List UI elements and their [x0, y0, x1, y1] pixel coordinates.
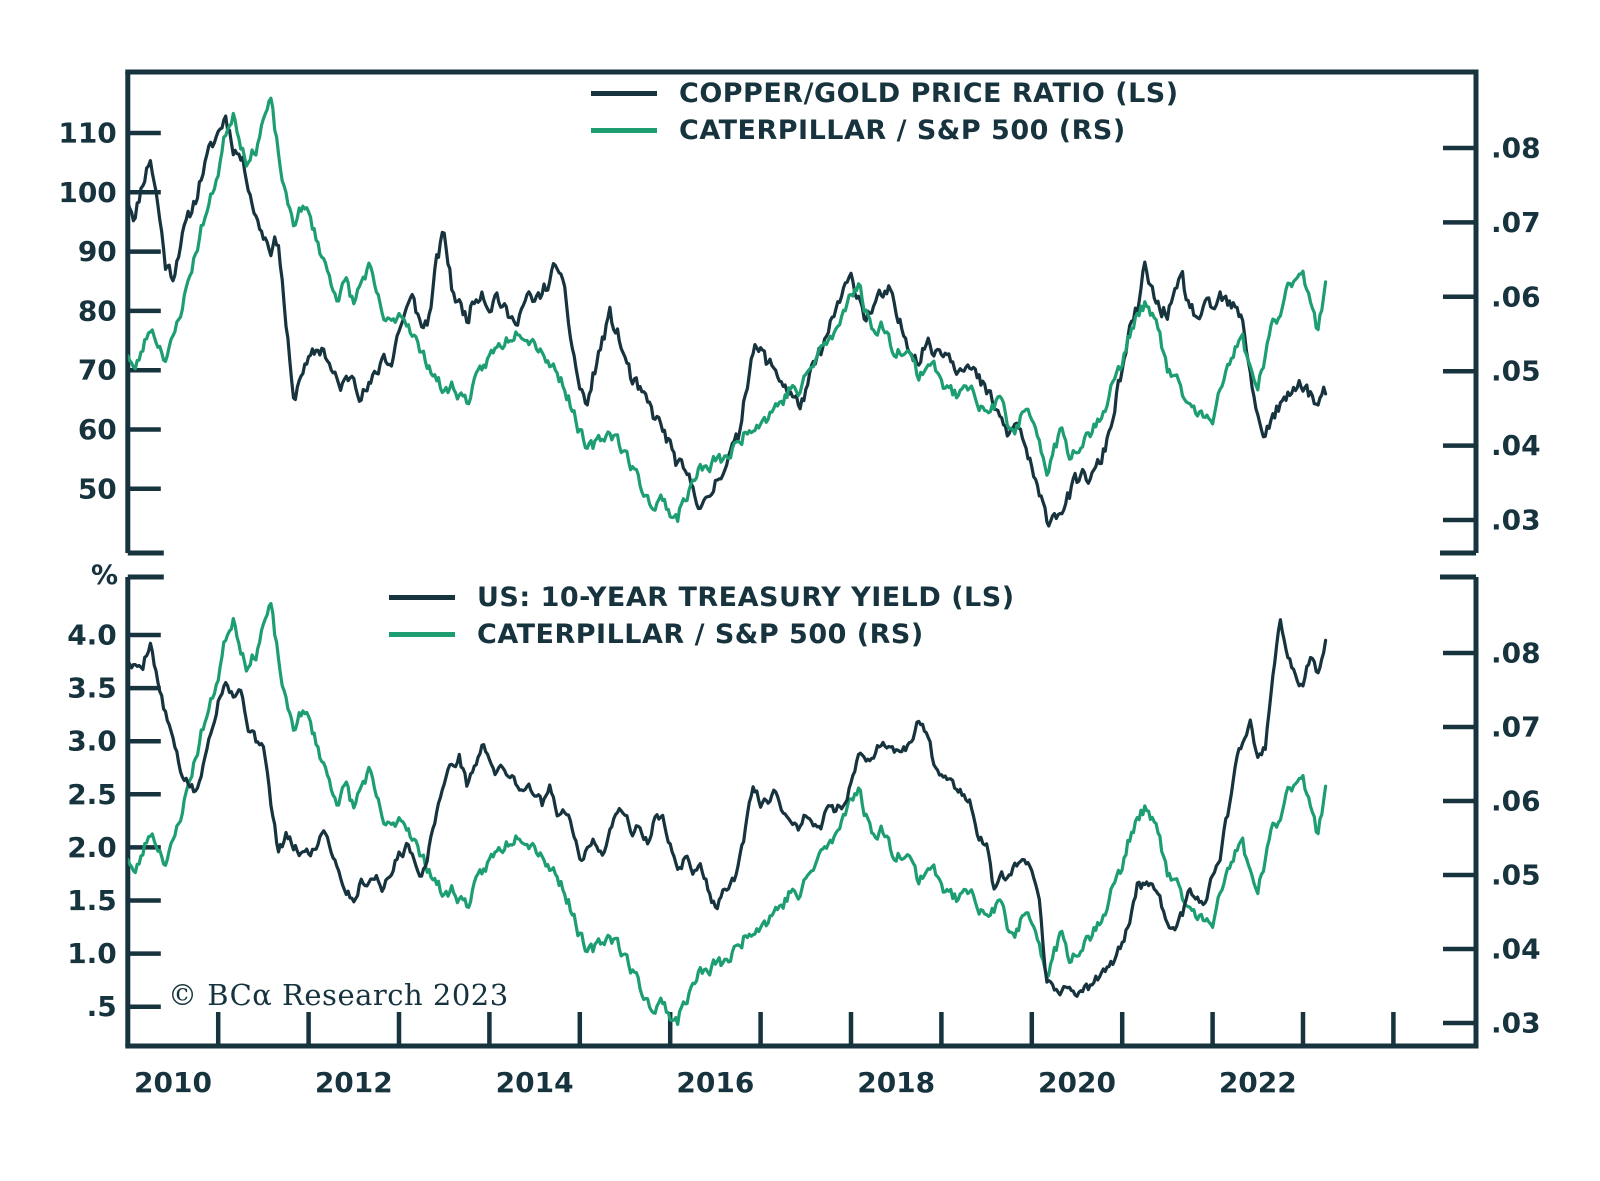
y-tick-label: .04	[1491, 429, 1541, 462]
percent-unit-label: %	[90, 560, 118, 591]
y-tick-label: 90	[78, 235, 117, 268]
y-tick-label: .04	[1491, 933, 1541, 966]
y-tick-label: .05	[1491, 859, 1541, 892]
y-tick-label: 2.0	[67, 831, 117, 864]
legend-swatch-treasury-yield	[389, 594, 455, 600]
x-tick-label: 2022	[1219, 1066, 1297, 1099]
legend-label-caterpillar-bottom: CATERPILLAR / S&P 500 (RS)	[477, 618, 924, 650]
y-tick-label: .03	[1491, 1007, 1541, 1040]
x-tick-label: 2020	[1038, 1066, 1116, 1099]
y-tick-label: .5	[87, 990, 117, 1023]
y-tick-label: 70	[78, 354, 117, 387]
y-tick-label: 4.0	[67, 619, 117, 652]
x-tick-label: 2016	[676, 1066, 754, 1099]
y-tick-label: 100	[58, 176, 116, 209]
y-tick-label: 3.5	[67, 672, 117, 705]
legend-label-caterpillar-top: CATERPILLAR / S&P 500 (RS)	[679, 114, 1126, 146]
legend-swatch-copper-gold	[591, 90, 657, 96]
copper-gold-line	[127, 114, 1328, 528]
caterpillar-sp500-line	[127, 96, 1328, 523]
x-tick-label: 2012	[315, 1066, 393, 1099]
y-tick-label: 110	[58, 117, 116, 150]
copyright-text: © BCα Research 2023	[168, 978, 509, 1012]
y-tick-label: 80	[78, 294, 117, 327]
legend-item: COPPER/GOLD PRICE RATIO (LS)	[591, 77, 1179, 109]
legend-bottom: US: 10-YEAR TREASURY YIELD (LS) CATERPIL…	[389, 581, 1015, 650]
y-tick-label: .08	[1491, 132, 1541, 165]
legend-swatch-caterpillar-bottom	[389, 631, 455, 637]
y-tick-label: .06	[1491, 785, 1541, 818]
legend-item: CATERPILLAR / S&P 500 (RS)	[389, 618, 1015, 650]
x-tick-label: 2014	[496, 1066, 574, 1099]
y-tick-label: .06	[1491, 280, 1541, 313]
y-tick-label: .07	[1491, 711, 1541, 744]
y-tick-label: 3.0	[67, 725, 117, 758]
x-tick-label: 2018	[857, 1066, 935, 1099]
x-tick-label: 2010	[134, 1066, 212, 1099]
y-tick-label: .07	[1491, 206, 1541, 239]
treasury-yield-line	[127, 618, 1328, 998]
y-tick-label: 1.0	[67, 937, 117, 970]
caterpillar-sp500-line	[127, 601, 1328, 1026]
legend-item: CATERPILLAR / S&P 500 (RS)	[591, 114, 1179, 146]
y-tick-label: .05	[1491, 355, 1541, 388]
y-tick-label: .08	[1491, 637, 1541, 670]
y-tick-label: 1.5	[67, 884, 117, 917]
y-tick-label: 60	[78, 413, 117, 446]
legend-label-treasury-yield: US: 10-YEAR TREASURY YIELD (LS)	[477, 581, 1015, 613]
y-tick-label: .03	[1491, 504, 1541, 537]
y-tick-label: 50	[78, 472, 117, 505]
y-tick-label: 2.5	[67, 778, 117, 811]
legend-swatch-caterpillar-top	[591, 127, 657, 133]
legend-item: US: 10-YEAR TREASURY YIELD (LS)	[389, 581, 1015, 613]
legend-label-copper-gold: COPPER/GOLD PRICE RATIO (LS)	[679, 77, 1179, 109]
legend-top: COPPER/GOLD PRICE RATIO (LS) CATERPILLAR…	[591, 77, 1179, 146]
